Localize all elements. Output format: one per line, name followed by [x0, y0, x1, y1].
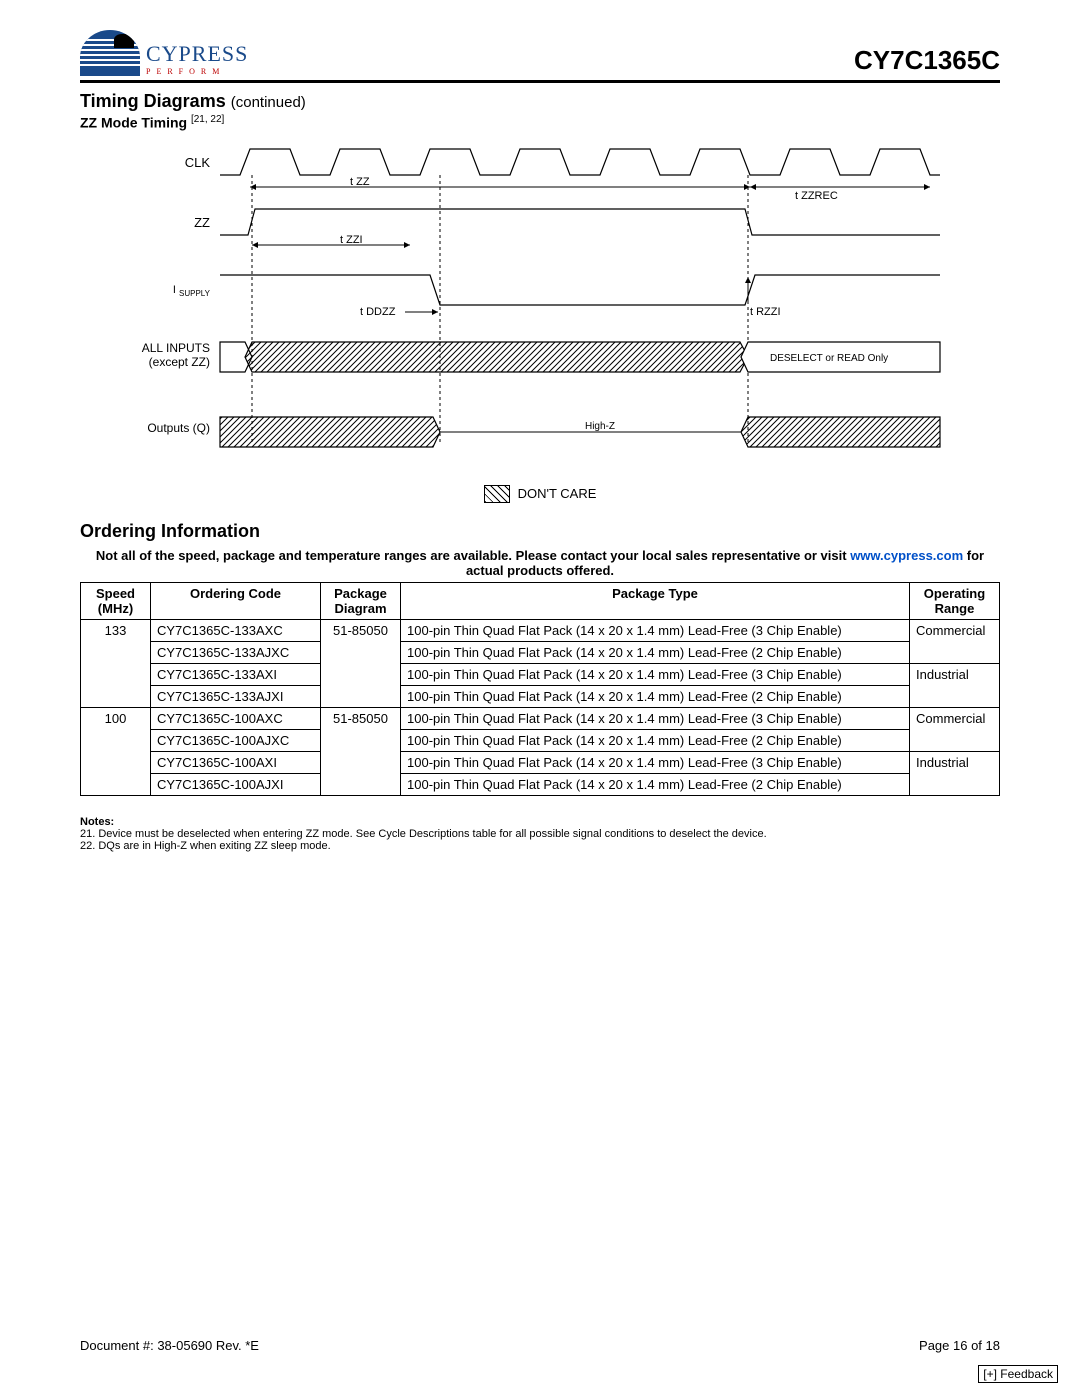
legend-label: DON'T CARE: [518, 486, 597, 501]
cypress-logo-icon: [80, 30, 140, 76]
table-row: 133 CY7C1365C-133AXC 51-85050 100-pin Th…: [81, 619, 1000, 641]
signal-clk-label: CLK: [185, 155, 211, 170]
logo: CYPRESS PERFORM: [80, 30, 248, 76]
col-speed: Speed (MHz): [81, 582, 151, 619]
doc-number: Document #: 38-05690 Rev. *E: [80, 1338, 259, 1353]
feedback-button[interactable]: [+] Feedback: [978, 1365, 1058, 1383]
notes-heading: Notes:: [80, 816, 1000, 828]
svg-text:t ZZREC: t ZZREC: [795, 190, 838, 202]
svg-text:DESELECT or READ Only: DESELECT or READ Only: [770, 353, 888, 364]
svg-text:t RZZI: t RZZI: [750, 306, 781, 318]
svg-text:High-Z: High-Z: [585, 421, 615, 432]
page-header: CYPRESS PERFORM CY7C1365C: [80, 30, 1000, 83]
table-row: 100 CY7C1365C-100AXC 51-85050 100-pin Th…: [81, 707, 1000, 729]
note-22: 22. DQs are in High-Z when exiting ZZ sl…: [80, 840, 1000, 852]
section-heading: Timing Diagrams (continued): [80, 91, 1000, 112]
svg-text:(except ZZ): (except ZZ): [149, 355, 210, 369]
page-number: Page 16 of 18: [919, 1338, 1000, 1353]
svg-text:t ZZ: t ZZ: [350, 176, 370, 188]
signal-zz-label: ZZ: [194, 215, 210, 230]
signal-outputs-label: Outputs (Q): [147, 421, 210, 435]
col-pkg-type: Package Type: [401, 582, 910, 619]
timing-diagram: CLK ZZ I SUPPLY ALL INPUTS (except ZZ) O…: [130, 137, 950, 477]
legend: DON'T CARE: [80, 485, 1000, 503]
ordering-table: Speed (MHz) Ordering Code Package Diagra…: [80, 582, 1000, 796]
signal-inputs-label: ALL INPUTS: [142, 341, 210, 355]
section-title-suffix: (continued): [231, 94, 306, 111]
page-footer: Document #: 38-05690 Rev. *E Page 16 of …: [80, 1338, 1000, 1353]
logo-text-main: CYPRESS: [146, 41, 248, 67]
table-row: CY7C1365C-133AJXI 100-pin Thin Quad Flat…: [81, 685, 1000, 707]
part-number: CY7C1365C: [854, 45, 1000, 76]
table-row: CY7C1365C-100AJXC 100-pin Thin Quad Flat…: [81, 729, 1000, 751]
col-code: Ordering Code: [151, 582, 321, 619]
table-row: CY7C1365C-100AXI 100-pin Thin Quad Flat …: [81, 751, 1000, 773]
section-subtitle: ZZ Mode Timing [21, 22]: [80, 114, 1000, 131]
svg-text:t DDZZ: t DDZZ: [360, 306, 396, 318]
notes: Notes: 21. Device must be deselected whe…: [80, 816, 1000, 852]
table-row: CY7C1365C-133AXI 100-pin Thin Quad Flat …: [81, 663, 1000, 685]
note-21: 21. Device must be deselected when enter…: [80, 828, 1000, 840]
col-op-range: Operating Range: [910, 582, 1000, 619]
logo-text-sub: PERFORM: [146, 67, 248, 76]
section-title: Timing Diagrams: [80, 91, 226, 111]
svg-text:t ZZI: t ZZI: [340, 234, 363, 246]
table-row: CY7C1365C-133AJXC 100-pin Thin Quad Flat…: [81, 641, 1000, 663]
ordering-heading: Ordering Information: [80, 521, 1000, 542]
hatch-icon: [484, 485, 510, 503]
ordering-availability-note: Not all of the speed, package and temper…: [80, 548, 1000, 578]
cypress-link[interactable]: www.cypress.com: [850, 548, 963, 563]
table-row: CY7C1365C-100AJXI 100-pin Thin Quad Flat…: [81, 773, 1000, 795]
signal-isupply-label: I SUPPLY: [173, 284, 211, 298]
col-pkg-diagram: Package Diagram: [321, 582, 401, 619]
